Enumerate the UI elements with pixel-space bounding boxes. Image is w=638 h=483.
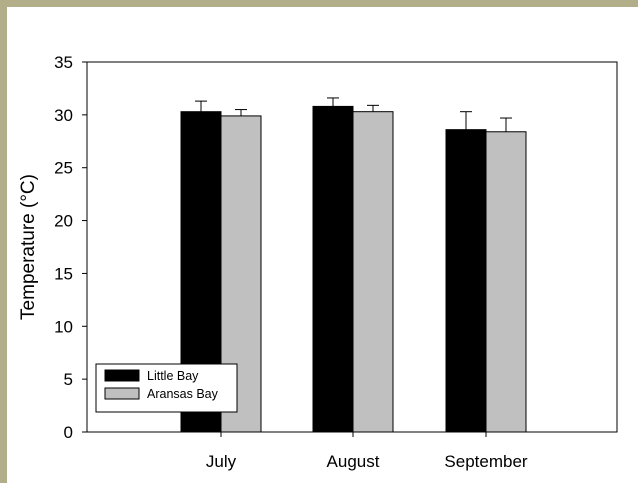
y-tick-label: 20 [54, 212, 73, 231]
legend-label-aransas-bay: Aransas Bay [147, 387, 219, 401]
y-tick-label: 5 [64, 370, 73, 389]
bar-little-bay-september [445, 129, 487, 433]
bar-aransas-bay-august [352, 111, 394, 433]
y-tick-label: 15 [54, 264, 73, 283]
legend: Little Bay Aransas Bay [95, 363, 238, 413]
legend-label-little-bay: Little Bay [147, 369, 199, 383]
y-tick-label: 0 [64, 423, 73, 442]
x-axis: July August September [206, 432, 528, 471]
y-tick-label: 30 [54, 106, 73, 125]
x-tick-label-august: August [327, 452, 380, 471]
x-tick-label-july: July [206, 452, 237, 471]
legend-swatch-little-bay [104, 369, 140, 382]
y-axis-title: Temperature (°C) [18, 174, 39, 320]
legend-swatch-aransas-bay [104, 387, 140, 400]
y-tick-label: 35 [54, 53, 73, 72]
y-tick-label: 25 [54, 159, 73, 178]
bar-aransas-bay-september [485, 131, 527, 433]
bar-little-bay-august [312, 105, 354, 433]
y-axis: 0 5 10 15 20 25 30 35 [54, 53, 87, 442]
y-tick-label: 10 [54, 317, 73, 336]
x-tick-label-september: September [444, 452, 527, 471]
